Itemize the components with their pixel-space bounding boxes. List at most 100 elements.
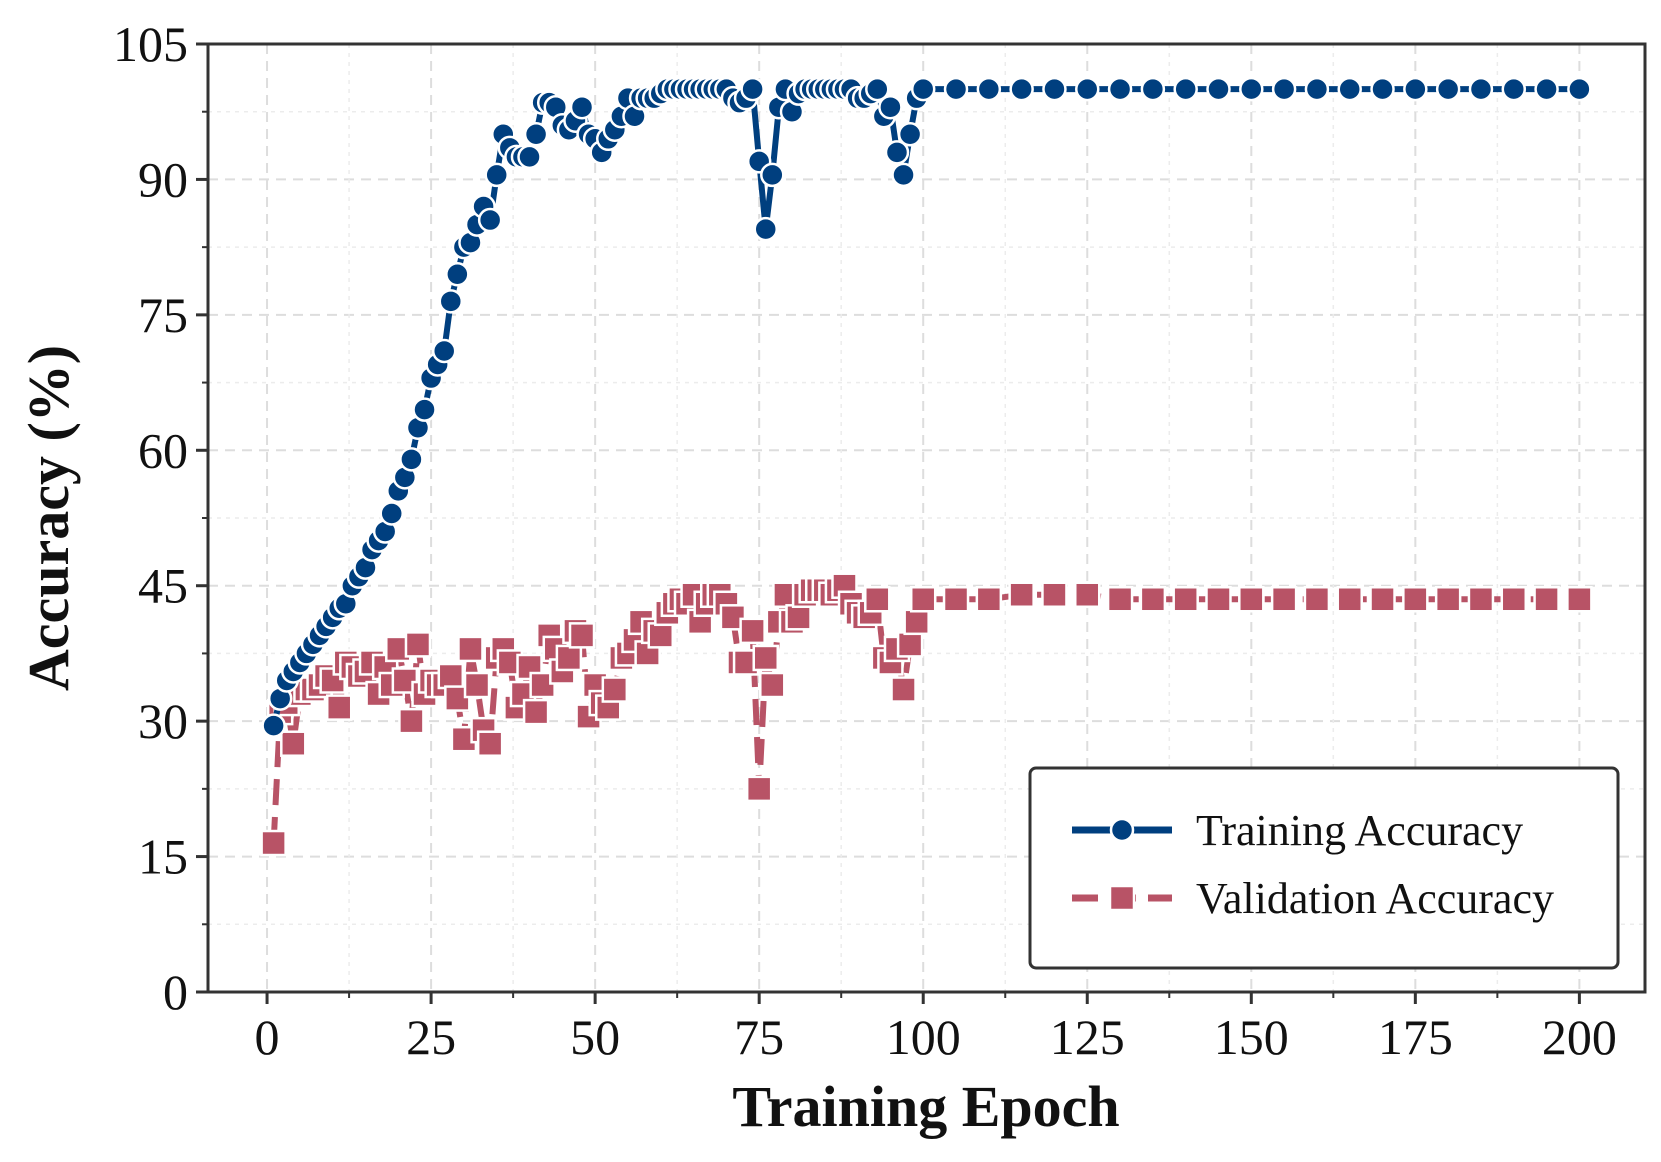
train-accuracy-point (878, 94, 903, 120)
val-accuracy-point (1172, 586, 1199, 613)
train-accuracy-point (1140, 76, 1166, 102)
train-accuracy-point (1337, 76, 1362, 102)
val-accuracy-point (437, 662, 465, 690)
train-accuracy-point (569, 94, 595, 120)
train-accuracy-point (517, 144, 542, 170)
x-tick-label: 175 (1378, 1009, 1453, 1065)
axis-ticks: 0 15 30 45 60 75 90 105 0 25 50 75 100 125 150 175 200 (113, 16, 1617, 1065)
train-accuracy-point (976, 76, 1002, 102)
train-accuracy-point (1206, 76, 1231, 102)
val-accuracy-point (890, 676, 917, 703)
train-accuracy-point (399, 447, 424, 472)
val-accuracy-point (1369, 586, 1396, 613)
train-accuracy-point (523, 122, 549, 147)
x-tick-label: 125 (1050, 1009, 1125, 1065)
val-accuracy-point (522, 698, 550, 726)
val-accuracy-point (1106, 586, 1134, 613)
train-accuracy-point (412, 397, 437, 422)
legend-val-marker (1108, 884, 1136, 912)
val-accuracy-point (759, 671, 786, 699)
val-accuracy-point (1500, 586, 1528, 613)
train-accuracy-point (1239, 76, 1264, 102)
val-accuracy-point (1402, 586, 1429, 613)
train-accuracy-point (379, 501, 404, 526)
y-tick-label: 15 (138, 829, 188, 885)
val-accuracy-point (745, 775, 773, 803)
val-accuracy-point (1238, 586, 1265, 613)
train-accuracy-point (445, 261, 470, 287)
val-accuracy-point (1434, 586, 1462, 613)
val-accuracy-point (785, 604, 812, 631)
val-accuracy-point (404, 631, 432, 658)
train-accuracy-point (891, 162, 916, 188)
train-accuracy-point (760, 162, 785, 188)
x-tick-label: 200 (1542, 1009, 1617, 1065)
train-accuracy-point (753, 216, 778, 242)
val-accuracy-point (909, 586, 937, 613)
legend-box (1028, 766, 1620, 970)
train-accuracy-point (431, 338, 457, 364)
train-accuracy-point (477, 207, 503, 233)
train-accuracy-point (261, 713, 286, 738)
val-accuracy-point (1533, 586, 1560, 613)
val-accuracy-point (942, 586, 970, 613)
legend: Training Accuracy Validation Accuracy (1028, 766, 1620, 970)
legend-val-label: Validation Accuracy (1196, 874, 1554, 923)
val-accuracy-point (260, 829, 287, 857)
train-accuracy-point (1042, 76, 1067, 102)
val-accuracy-point (1041, 581, 1068, 608)
train-accuracy-point (897, 122, 923, 147)
train-accuracy-point (1304, 76, 1330, 102)
train-accuracy-point (1534, 76, 1559, 102)
train-accuracy-point (884, 140, 910, 165)
val-accuracy-point (391, 667, 419, 694)
train-accuracy-point (1567, 76, 1592, 102)
train-accuracy-point (1173, 76, 1198, 102)
val-accuracy-point (903, 608, 930, 636)
train-accuracy-point (1075, 76, 1100, 102)
val-accuracy-point (398, 707, 425, 735)
train-accuracy-point (484, 162, 509, 188)
train-accuracy-point (943, 76, 969, 102)
train-accuracy-point (740, 76, 765, 102)
val-accuracy-point (1139, 586, 1167, 613)
x-tick-label: 25 (406, 1009, 456, 1065)
val-accuracy-point (463, 671, 491, 699)
y-tick-label: 0 (163, 964, 188, 1020)
train-accuracy-point (865, 76, 890, 102)
val-accuracy-point (1205, 586, 1232, 613)
val-accuracy-point (555, 644, 583, 672)
val-accuracy-point (752, 644, 779, 672)
x-tick-label: 50 (570, 1009, 620, 1065)
x-axis-title: Training Epoch (732, 1074, 1119, 1139)
val-accuracy-point (739, 617, 766, 645)
train-accuracy-point (1271, 76, 1297, 102)
y-tick-label: 45 (138, 558, 188, 614)
y-axis-title: Accuracy (%) (16, 345, 81, 691)
train-accuracy-point (438, 289, 464, 314)
y-tick-label: 105 (113, 16, 188, 72)
train-accuracy-point (1435, 76, 1461, 102)
val-accuracy-point (457, 635, 484, 663)
plot-series (260, 76, 1593, 857)
val-accuracy-point (601, 676, 629, 703)
val-accuracy-point (476, 730, 504, 757)
val-accuracy-point (1074, 581, 1101, 608)
val-accuracy-point (1303, 586, 1331, 613)
legend-train-label: Training Accuracy (1196, 806, 1523, 855)
train-accuracy-point (1468, 76, 1494, 102)
train-accuracy-point (1501, 76, 1527, 102)
val-accuracy-point (325, 694, 353, 721)
legend-train-marker (1109, 817, 1135, 843)
y-tick-label: 30 (138, 693, 188, 749)
y-tick-label: 60 (138, 422, 188, 478)
train-accuracy-point (1107, 76, 1133, 102)
val-accuracy-point (1008, 581, 1035, 608)
y-tick-label: 90 (138, 151, 188, 207)
x-tick-label: 75 (734, 1009, 784, 1065)
val-accuracy-point (975, 586, 1003, 613)
val-accuracy-point (647, 622, 675, 649)
x-tick-label: 0 (255, 1009, 280, 1065)
val-accuracy-point (1566, 586, 1593, 613)
